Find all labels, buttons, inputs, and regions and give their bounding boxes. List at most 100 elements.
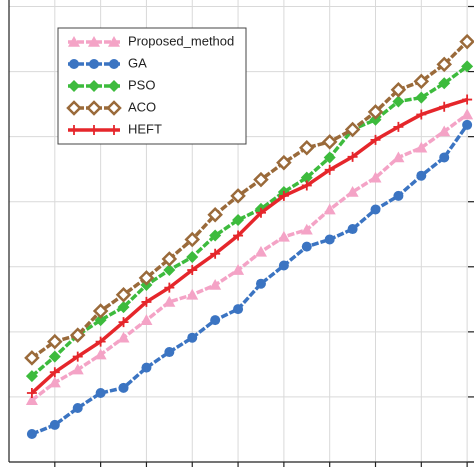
marker (393, 190, 404, 201)
marker (89, 59, 99, 69)
marker (344, 121, 361, 138)
marker (68, 80, 80, 92)
marker (438, 77, 451, 90)
marker (392, 151, 405, 163)
marker (367, 104, 384, 120)
legend-label: HEFT (128, 121, 162, 136)
marker (118, 317, 129, 328)
marker (255, 207, 266, 218)
marker (321, 134, 338, 150)
marker (255, 278, 266, 289)
marker (301, 241, 312, 252)
marker (92, 303, 109, 319)
marker (390, 82, 407, 98)
marker (49, 367, 60, 378)
marker (369, 171, 382, 183)
marker (276, 154, 292, 171)
marker (109, 59, 119, 69)
marker (462, 119, 473, 130)
marker (370, 134, 381, 145)
marker (253, 171, 269, 188)
marker (115, 287, 132, 303)
marker (369, 113, 382, 126)
marker (232, 213, 245, 226)
marker (26, 429, 37, 440)
marker (346, 185, 359, 197)
marker (207, 206, 223, 223)
marker (209, 229, 222, 242)
marker (300, 223, 313, 235)
legend-label: GA (128, 55, 147, 70)
marker (86, 100, 102, 116)
marker (89, 125, 99, 135)
legend-label: PSO (128, 77, 155, 92)
marker (94, 314, 107, 327)
marker (277, 230, 290, 242)
marker (301, 180, 312, 191)
marker (278, 260, 289, 271)
marker (415, 141, 428, 153)
marker (69, 327, 86, 343)
marker (141, 362, 152, 373)
marker (209, 279, 222, 290)
marker (393, 121, 404, 132)
marker (184, 231, 201, 248)
marker (324, 164, 335, 175)
marker (47, 333, 63, 350)
marker (72, 351, 83, 362)
marker (415, 91, 428, 104)
marker (71, 363, 84, 375)
marker (161, 251, 178, 267)
legend-label: ACO (128, 99, 156, 114)
marker (25, 370, 38, 383)
marker (69, 125, 79, 135)
marker (413, 73, 430, 90)
marker (278, 190, 289, 201)
marker (439, 152, 450, 163)
marker (233, 230, 244, 241)
marker (233, 304, 244, 315)
marker (164, 347, 175, 358)
series-line (31, 123, 469, 436)
marker (416, 109, 427, 120)
marker (347, 151, 358, 162)
marker (138, 270, 155, 286)
marker (232, 264, 245, 275)
marker (117, 301, 130, 314)
marker (88, 36, 100, 47)
marker (140, 314, 153, 325)
marker (94, 348, 107, 360)
marker (300, 171, 313, 184)
marker (187, 265, 198, 276)
plot (24, 33, 474, 440)
marker (69, 59, 79, 69)
marker (95, 388, 106, 399)
marker (118, 382, 129, 393)
marker (392, 95, 405, 108)
legend-label: Proposed_method (128, 33, 234, 48)
marker (141, 296, 152, 307)
marker (436, 56, 452, 73)
marker (323, 203, 336, 215)
marker (108, 80, 120, 92)
marker (187, 332, 198, 343)
marker (438, 125, 451, 137)
marker (108, 36, 120, 47)
marker (164, 282, 175, 293)
marker (461, 60, 474, 73)
marker (26, 388, 37, 399)
marker (323, 151, 336, 164)
marker (461, 108, 474, 120)
series-line (30, 97, 468, 395)
marker (416, 170, 427, 181)
marker (109, 125, 119, 135)
marker (439, 101, 450, 112)
marker (25, 394, 38, 405)
marker (186, 288, 199, 300)
marker (254, 245, 267, 257)
marker (48, 376, 61, 388)
marker (210, 315, 221, 326)
marker (48, 350, 61, 363)
marker (210, 248, 221, 259)
